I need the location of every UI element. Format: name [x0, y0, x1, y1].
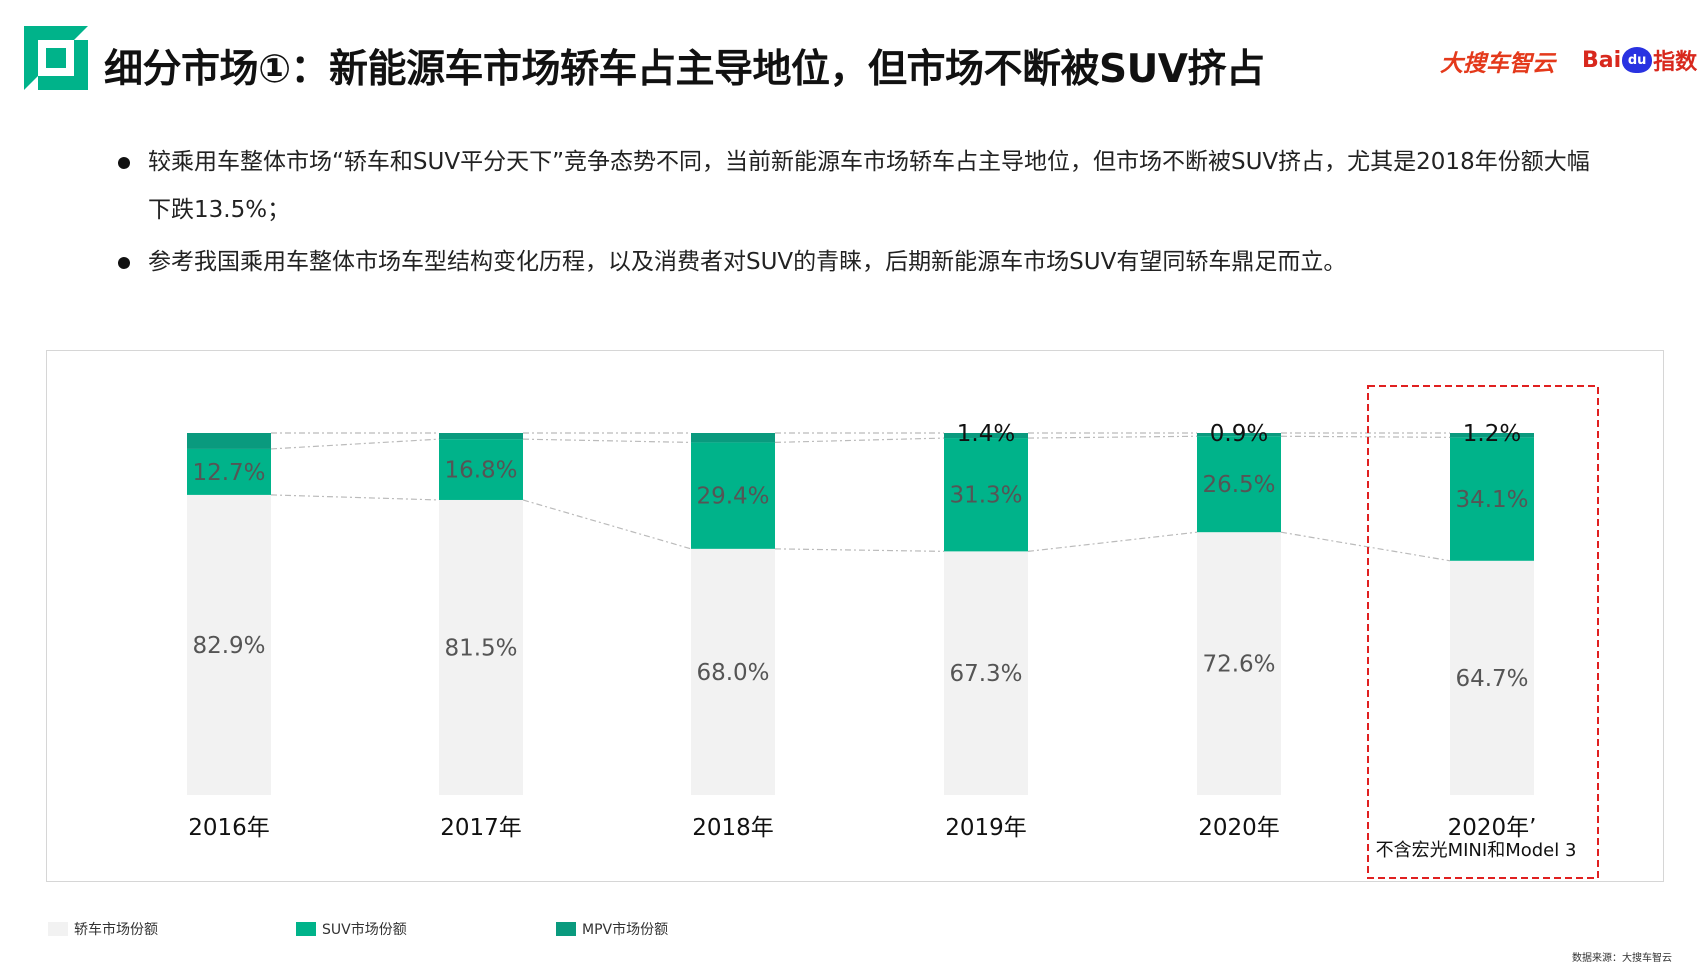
bar-mpv-segment: [1450, 433, 1534, 438]
bar-suv-segment: [1197, 436, 1281, 533]
connector-line: [774, 548, 945, 552]
data-label-suv: 29.4%: [696, 484, 769, 510]
category-note: 不含宏光MINI和Model 3: [1376, 840, 1577, 861]
bar-suv-segment: [691, 442, 775, 549]
data-label-sedan: 82.9%: [192, 633, 265, 659]
category-label: 2018年: [692, 815, 774, 841]
baidu-logo-text-b: 指数: [1653, 50, 1698, 75]
connector-line: [1027, 531, 1198, 552]
data-label-sedan: 81.5%: [444, 635, 517, 661]
bar-suv-segment: [187, 448, 271, 495]
data-label-suv: 12.7%: [192, 460, 265, 486]
bar-sedan-segment: [439, 499, 523, 795]
bar-suv-segment: [439, 439, 523, 500]
data-label-suv: 16.8%: [444, 458, 517, 484]
category-label: 2020年’: [1448, 815, 1537, 841]
legend-swatch-sedan: [48, 922, 68, 936]
data-label-suv: 34.1%: [1455, 487, 1528, 513]
bar-sedan-segment: [944, 551, 1028, 795]
bullet-text: 较乘用车整体市场“轿车和SUV平分天下”竞争态势不同，当前新能源车市场轿车占主导…: [148, 149, 1590, 223]
legend-sedan: 轿车市场份额: [48, 919, 158, 939]
connector-line: [522, 438, 692, 444]
page-title: 细分市场①：新能源车市场轿车占主导地位，但市场不断被SUV挤占: [104, 47, 1265, 92]
data-label-sedan: 67.3%: [949, 661, 1022, 687]
legend-label-suv: SUV市场份额: [322, 922, 407, 938]
bar-sedan-segment: [691, 548, 775, 795]
bullet-item: 较乘用车整体市场“轿车和SUV平分天下”竞争态势不同，当前新能源车市场轿车占主导…: [118, 138, 1598, 234]
data-label-mpv: 0.9%: [1210, 421, 1268, 447]
legend-suv: SUV市场份额: [296, 919, 407, 939]
bar-mpv-segment: [439, 433, 523, 440]
data-label-mpv: 1.4%: [957, 421, 1015, 447]
bar-sedan-segment: [1450, 560, 1534, 795]
data-label-suv: 31.3%: [949, 483, 1022, 509]
summary-bullets: 较乘用车整体市场“轿车和SUV平分天下”竞争态势不同，当前新能源车市场轿车占主导…: [118, 138, 1598, 290]
connector-line: [774, 437, 945, 444]
connector-line: [1280, 531, 1451, 562]
category-label: 2016年: [188, 815, 270, 841]
bar-sedan-segment: [1197, 532, 1281, 795]
bar-mpv-segment: [944, 433, 1028, 439]
bar-sedan-segment: [187, 494, 271, 795]
baidu-paw-icon: du: [1622, 47, 1653, 73]
connector-line: [522, 499, 692, 550]
bar-mpv-segment: [691, 433, 775, 443]
highlight-box: [1367, 385, 1599, 879]
company-logo-icon: [24, 26, 88, 90]
connector-line: [270, 438, 440, 450]
legend-swatch-mpv: [556, 922, 576, 936]
bullet-text: 参考我国乘用车整体市场车型结构变化历程，以及消费者对SUV的青睐，后期新能源车市…: [148, 249, 1347, 275]
data-label-sedan: 72.6%: [1202, 652, 1275, 678]
data-label-suv: 26.5%: [1202, 472, 1275, 498]
bullet-item: 参考我国乘用车整体市场车型结构变化历程，以及消费者对SUV的青睐，后期新能源车市…: [118, 238, 1598, 286]
bar-mpv-segment: [187, 433, 271, 449]
legend-label-sedan: 轿车市场份额: [74, 922, 158, 938]
baidu-logo-text-a: Bai: [1582, 47, 1622, 73]
legend-mpv: MPV市场份额: [556, 919, 668, 939]
data-label-sedan: 68.0%: [696, 660, 769, 686]
bullet-dot-icon: [118, 157, 130, 169]
data-source-note: 数据来源：大搜车智云: [1572, 953, 1672, 964]
dasouche-logo: 大搜车智云: [1440, 51, 1555, 77]
bar-mpv-segment: [1197, 433, 1281, 437]
category-label: 2019年: [945, 815, 1027, 841]
category-label: 2020年: [1198, 815, 1280, 841]
chart-frame: [46, 350, 1664, 882]
connector-line: [1027, 435, 1198, 439]
bar-suv-segment: [944, 438, 1028, 552]
category-label: 2017年: [440, 815, 522, 841]
legend-label-mpv: MPV市场份额: [582, 922, 669, 938]
baidu-index-logo: Bai du 指数: [1582, 44, 1697, 76]
data-label-mpv: 1.2%: [1463, 421, 1521, 447]
connector-line: [270, 494, 440, 501]
bullet-dot-icon: [118, 257, 130, 269]
legend-swatch-suv: [296, 922, 316, 936]
connector-line: [1280, 435, 1451, 438]
bar-suv-segment: [1450, 437, 1534, 561]
data-label-sedan: 64.7%: [1455, 666, 1528, 692]
